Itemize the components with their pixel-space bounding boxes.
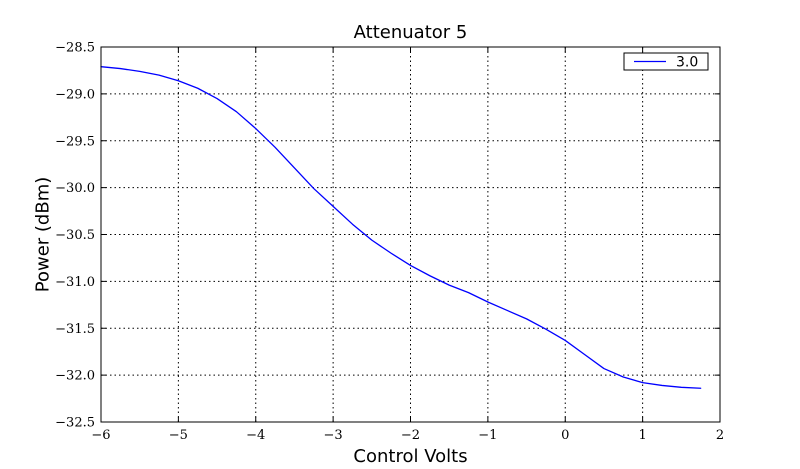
y-tick-label: −30.5 — [55, 228, 95, 243]
x-tick-label: −6 — [91, 428, 110, 443]
x-tick-label: 0 — [561, 428, 569, 443]
ticks-layer: −6 −5 −4 −3 −2 −1 0 1 2 −28.5 −29.0 −29.5 −30.0 −30.5… — [55, 41, 724, 444]
y-tick-label: −32.5 — [55, 416, 95, 431]
y-tick-label: −31.5 — [55, 322, 95, 337]
x-tick-label: −1 — [478, 428, 497, 443]
y-tick-label: −32.0 — [55, 369, 95, 384]
series-layer — [100, 66, 702, 389]
y-axis-title: Power (dBm) — [32, 177, 53, 293]
y-tick-label: −31.0 — [55, 275, 95, 290]
series-line-3-0 — [100, 66, 702, 389]
y-tick-label: −29.0 — [55, 87, 95, 102]
legend-label-series-3-0: 3.0 — [676, 55, 698, 71]
chart-title: Attenuator 5 — [354, 22, 468, 43]
x-tick-label: −4 — [246, 428, 265, 443]
legend: 3.0 — [623, 52, 709, 71]
y-tick-label: −28.5 — [55, 41, 95, 56]
x-tick-label: −2 — [401, 428, 420, 443]
x-tick-label: 1 — [638, 428, 646, 443]
x-axis-title: Control Volts — [353, 446, 467, 467]
y-tick-label: −29.5 — [55, 134, 95, 149]
x-tick-label: −5 — [169, 428, 188, 443]
y-tick-label: −30.0 — [55, 181, 95, 196]
x-tick-label: −3 — [324, 428, 343, 443]
x-tick-label: 2 — [716, 428, 724, 443]
